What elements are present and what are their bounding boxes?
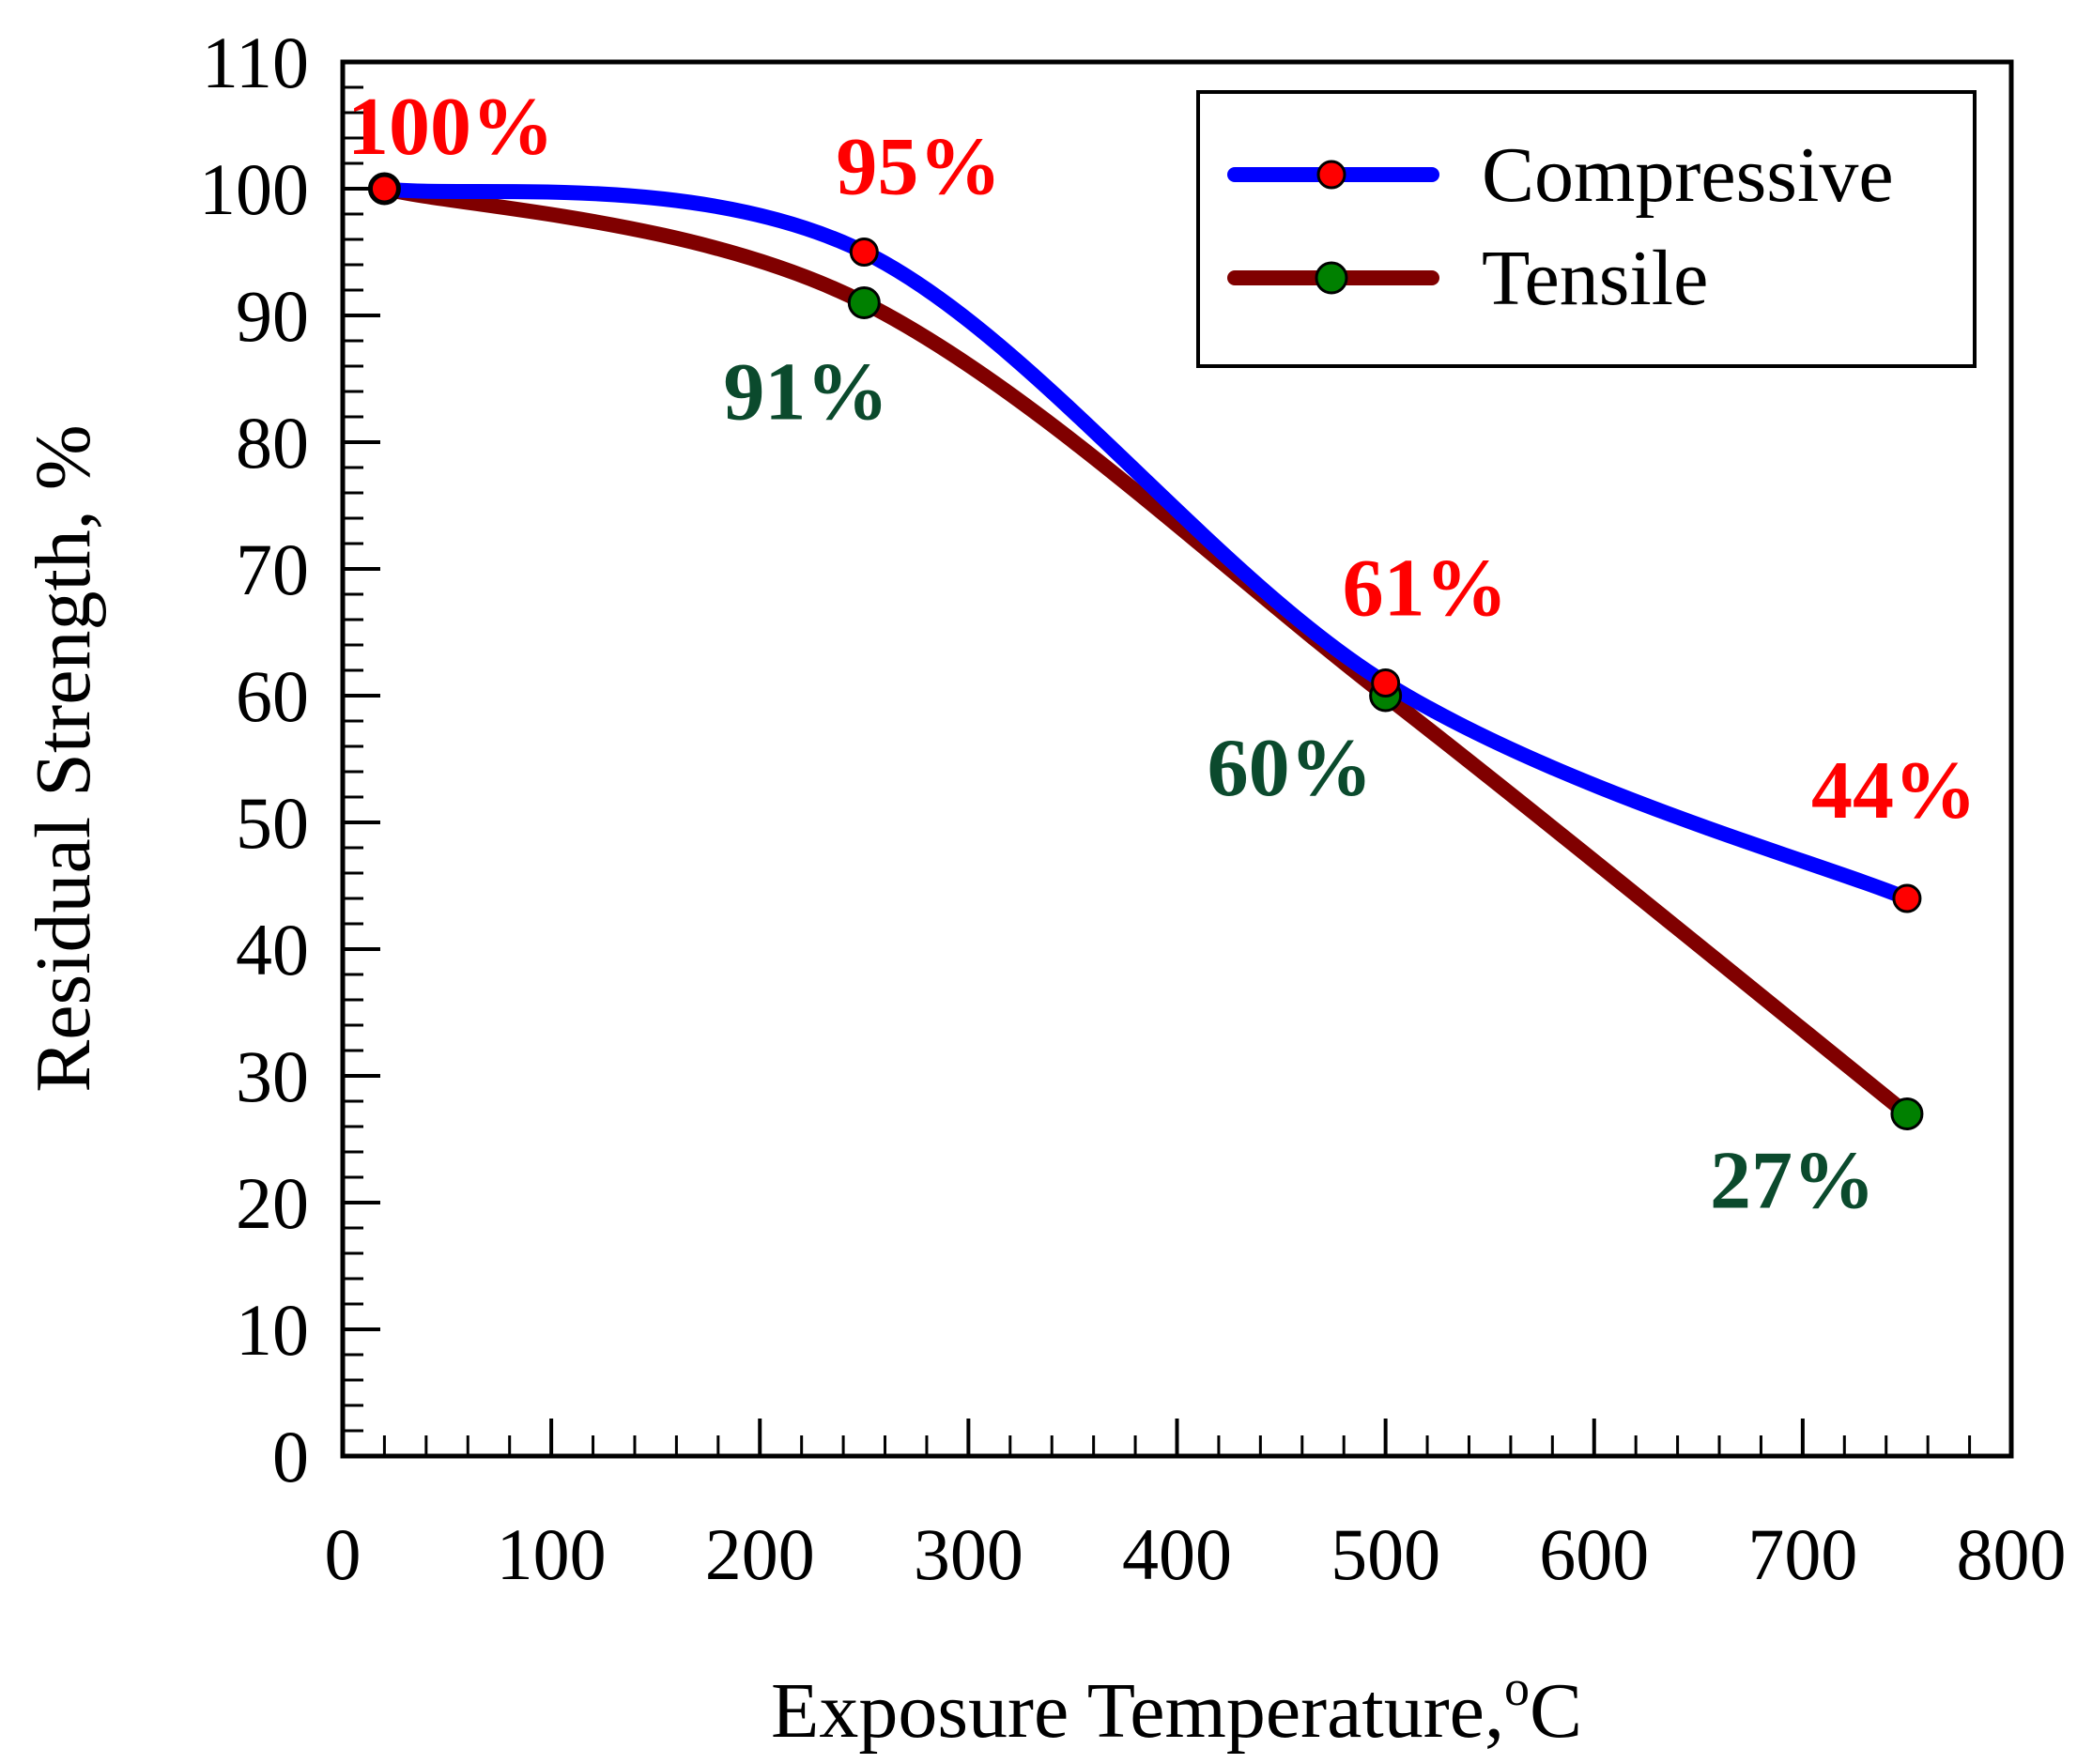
y-tick-label: 40 <box>236 909 309 990</box>
x-tick-labels: 0 100 200 300 400 500 600 700 800 <box>325 1513 2067 1595</box>
series-line-tensile <box>377 181 1915 1122</box>
marker-tensile <box>1890 1097 1924 1130</box>
legend-marker-compressive <box>1316 160 1346 190</box>
data-label-tensile: 27% <box>1710 1136 1875 1227</box>
y-axis-title: Residual Strength, % <box>20 424 107 1093</box>
y-tick-label: 50 <box>236 782 309 864</box>
x-tick-label: 0 <box>325 1513 362 1595</box>
y-tick-label: 0 <box>272 1416 309 1497</box>
series-line-compressive <box>377 181 1915 906</box>
x-tick-label: 300 <box>914 1513 1023 1595</box>
legend-label-tensile: Tensile <box>1482 235 1708 322</box>
y-tick-label: 20 <box>236 1162 309 1244</box>
marker-compressive <box>1371 668 1401 698</box>
plot-frame <box>340 59 2014 1459</box>
y-tick-label: 110 <box>202 22 309 103</box>
legend: Compressive Tensile <box>1196 90 1977 368</box>
data-labels: 100% 95% 61% 44% 91% 60% 27% <box>347 82 1977 1227</box>
x-axis-title: Exposure Temperature,oC <box>771 1660 1582 1755</box>
data-label-compressive: 100% <box>347 82 554 173</box>
marker-compressive <box>1892 883 1922 913</box>
legend-label-compressive: Compressive <box>1482 131 1894 219</box>
data-label-compressive: 44% <box>1811 745 1977 836</box>
data-label-compressive: 95% <box>836 122 1001 213</box>
y-tick-label: 80 <box>236 402 309 483</box>
y-tick-label: 30 <box>236 1035 309 1117</box>
y-tick-label: 60 <box>236 655 309 737</box>
x-axis-title-text: Exposure Temperature, <box>771 1667 1504 1755</box>
y-tick-label: 100 <box>199 148 309 230</box>
marker-compressive <box>369 174 399 204</box>
series-lines <box>377 181 1915 1122</box>
marker-compressive <box>849 238 879 267</box>
x-axis-title-superscript: o <box>1504 1660 1530 1716</box>
x-tick-label: 700 <box>1747 1513 1857 1595</box>
data-label-tensile: 60% <box>1208 723 1373 814</box>
series-markers <box>367 172 1924 1130</box>
y-tick-label: 90 <box>236 275 309 357</box>
marker-tensile <box>847 286 881 319</box>
x-tick-label: 100 <box>497 1513 607 1595</box>
y-tick-label: 10 <box>236 1289 309 1371</box>
x-tick-label: 800 <box>1957 1513 2067 1595</box>
x-tick-label: 200 <box>705 1513 815 1595</box>
data-label-tensile: 91% <box>723 347 888 438</box>
legend-marker-tensile <box>1315 261 1348 295</box>
x-tick-label: 600 <box>1539 1513 1649 1595</box>
x-tick-label: 500 <box>1331 1513 1440 1595</box>
x-tick-label: 400 <box>1122 1513 1232 1595</box>
y-tick-label: 70 <box>236 529 309 610</box>
data-label-compressive: 61% <box>1343 544 1508 635</box>
x-axis-title-unit: C <box>1530 1667 1582 1755</box>
y-tick-labels: 0 10 20 30 40 50 60 70 80 90 100 110 <box>199 22 309 1497</box>
legend-frame <box>1196 90 1977 368</box>
